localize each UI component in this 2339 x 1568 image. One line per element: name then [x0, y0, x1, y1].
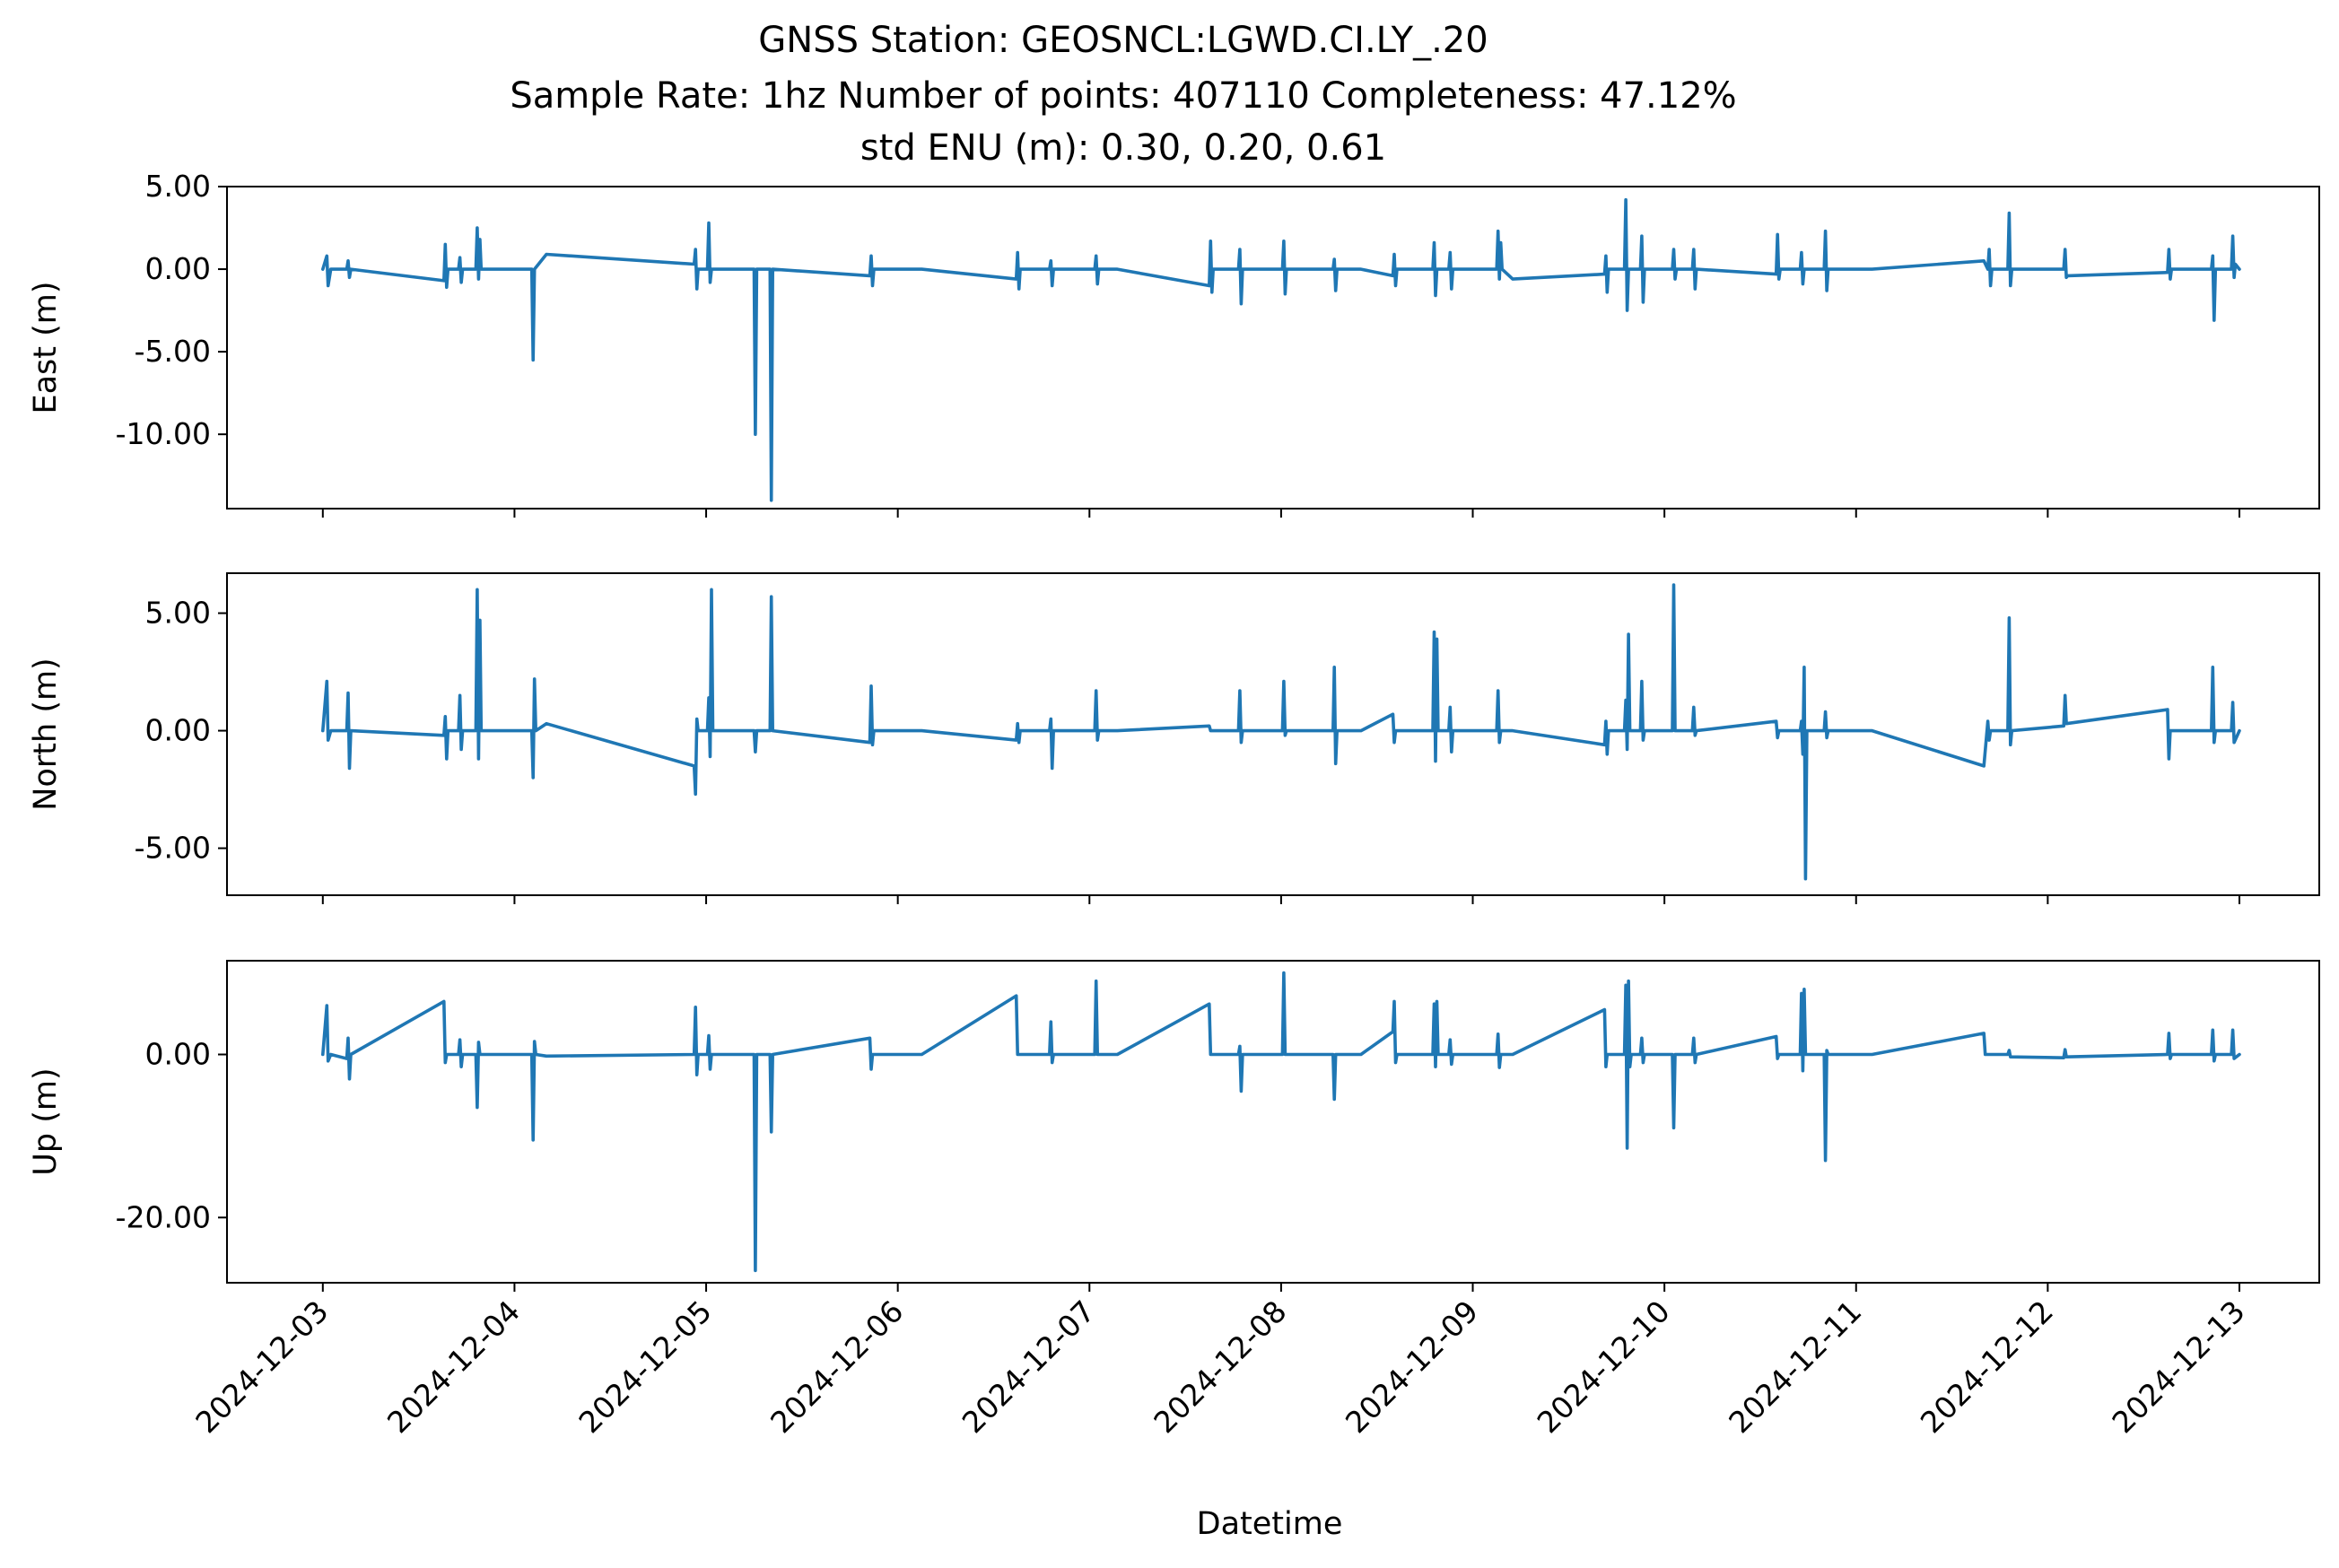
title-line-3: std ENU (m): 0.30, 0.20, 0.61	[860, 127, 1386, 169]
title-line-1: GNSS Station: GEOSNCL:LGWD.CI.LY_.20	[758, 20, 1488, 61]
y-tick-label: 0.00	[145, 713, 211, 748]
subplot-north: 5.00 0.00 -5.00 North (m)	[28, 572, 2320, 904]
subplot-up: 0.00 -20.00 Up (m)	[28, 960, 2320, 1292]
y-tick-label: 0.00	[145, 251, 211, 286]
axes-frame	[226, 572, 2320, 896]
series-line	[320, 583, 2241, 881]
series-line	[320, 971, 2241, 1273]
y-tick-label: 5.00	[145, 169, 211, 204]
subplot-east: 5.00 0.00 -5.00 -10.00 East (m)	[28, 169, 2320, 518]
axes-frame	[226, 186, 2320, 510]
y-tick-label: 5.00	[145, 596, 211, 631]
title-line-2: Sample Rate: 1hz Number of points: 40711…	[510, 75, 1736, 117]
figure-title: GNSS Station: GEOSNCL:LGWD.CI.LY_.20 Sam…	[510, 20, 1736, 169]
series-line	[320, 197, 2241, 502]
subplots: 5.00 0.00 -5.00 -10.00 East (m) 5.00 0.00 -5.00…	[28, 169, 2320, 1292]
y-axis-label: East (m)	[28, 281, 64, 414]
x-axis-label: Datetime	[1197, 1506, 1343, 1542]
y-tick-label: 0.00	[145, 1037, 211, 1072]
y-tick-label: -5.00	[135, 831, 211, 866]
y-tick-label: -20.00	[116, 1199, 211, 1234]
axes-frame	[226, 960, 2320, 1284]
y-tick-label: -5.00	[135, 334, 211, 369]
y-tick-label: -10.00	[116, 416, 211, 451]
y-axis-label: Up (m)	[28, 1067, 64, 1175]
y-axis-label: North (m)	[28, 658, 64, 810]
